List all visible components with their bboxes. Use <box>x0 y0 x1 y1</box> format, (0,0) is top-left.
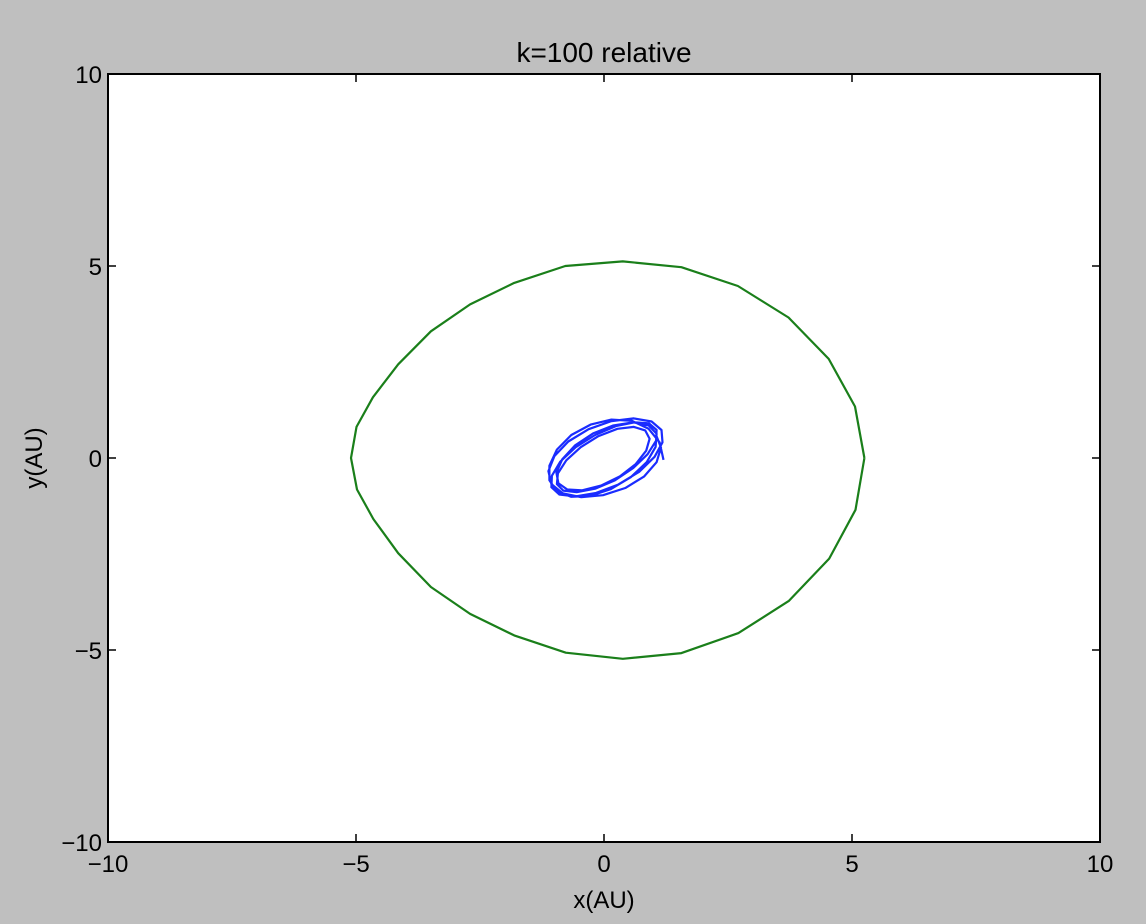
series-0-line <box>547 417 665 499</box>
y-tick-label-4: 10 <box>75 62 102 89</box>
plot-frame <box>107 73 1101 843</box>
y-tick-label-3: 5 <box>89 254 102 281</box>
x-tick-label-3: 5 <box>845 851 858 878</box>
y-tick-label-1: −5 <box>75 638 102 665</box>
x-tick-label-0: −10 <box>88 851 129 878</box>
x-tick-label-4: 10 <box>1087 851 1114 878</box>
chart-title: k=100 relative <box>516 37 691 68</box>
y-axis-label: y(AU) <box>21 427 48 488</box>
plot-area <box>108 74 1100 842</box>
x-axis-label: x(AU) <box>573 887 634 914</box>
series-1-line <box>349 260 866 660</box>
x-tick-label-1: −5 <box>342 851 369 878</box>
y-tick-label-2: 0 <box>89 446 102 473</box>
x-tick-label-2: 0 <box>597 851 610 878</box>
y-tick-label-0: −10 <box>61 830 102 857</box>
